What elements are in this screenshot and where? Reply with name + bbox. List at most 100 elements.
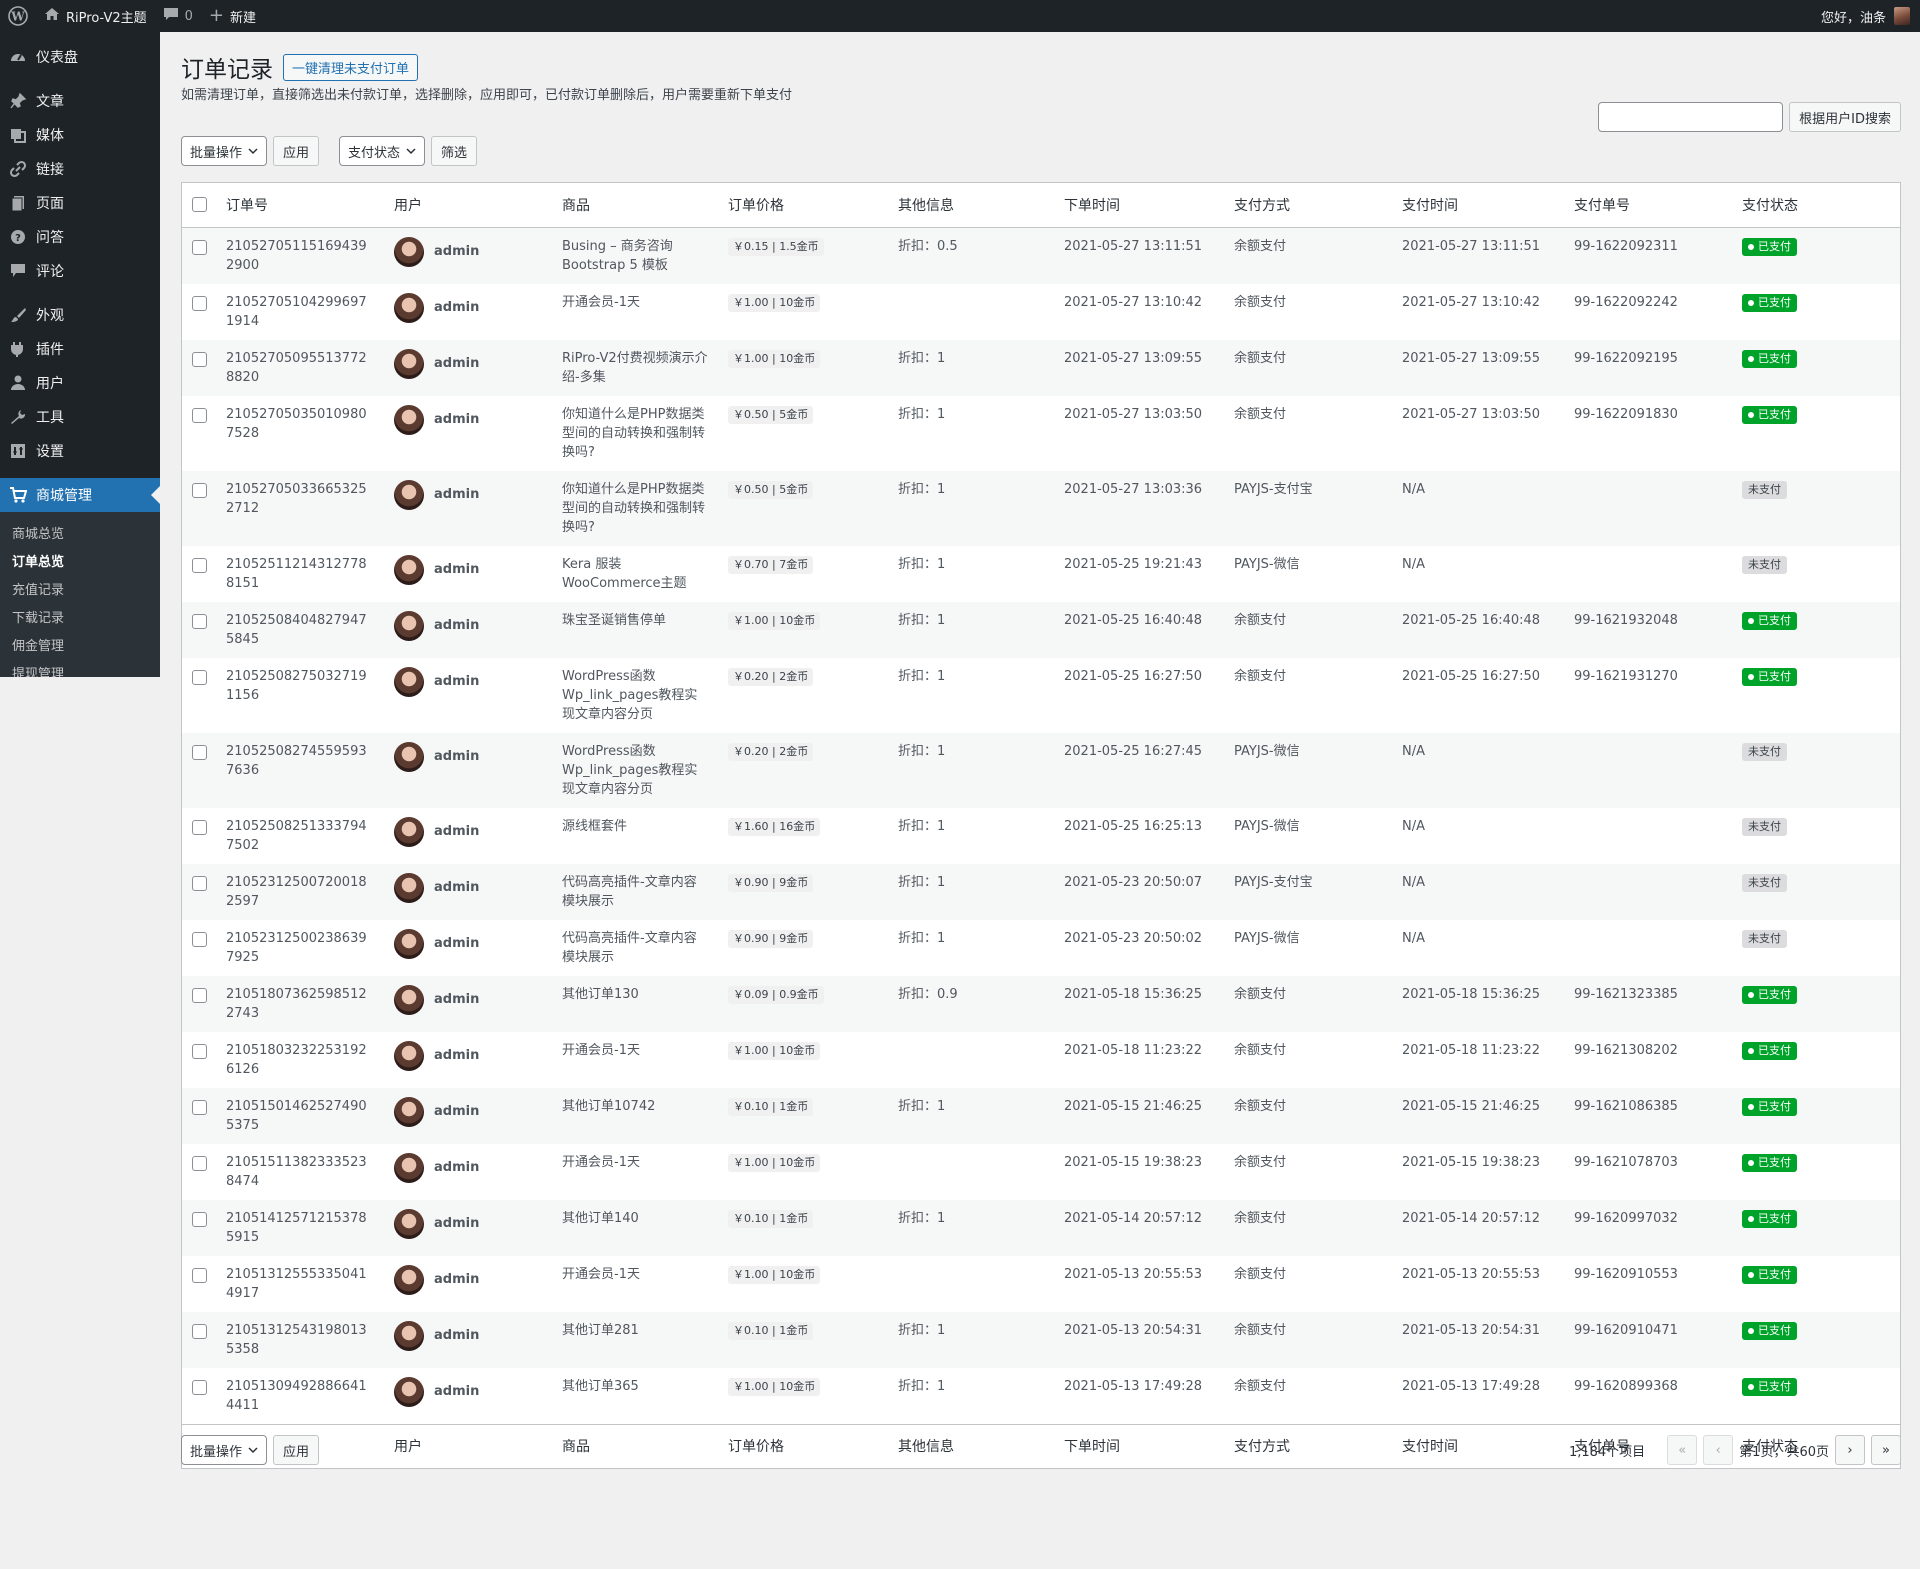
product-name[interactable]: 开通会员-1天 (562, 294, 640, 310)
user-name[interactable]: admin (434, 618, 480, 633)
product-name[interactable]: 代码高亮插件-文章内容模块展示 (562, 930, 697, 965)
menu-settings[interactable]: 设置 (0, 434, 160, 468)
column-footer[interactable]: 订单价格 (728, 1439, 784, 1456)
row-checkbox[interactable] (192, 1323, 207, 1339)
user-name[interactable]: admin (434, 300, 480, 315)
product-name[interactable]: RiPro-V2付费视频演示介绍-多集 (562, 350, 708, 385)
menu-appearance[interactable]: 外观 (0, 298, 160, 332)
user-name[interactable]: admin (434, 824, 480, 839)
user-name[interactable]: admin (434, 1160, 480, 1175)
column-header[interactable]: 支付单号 (1574, 197, 1630, 214)
menu-links[interactable]: 链接 (0, 152, 160, 186)
product-name[interactable]: 其他订单365 (562, 1378, 639, 1394)
apply-button[interactable]: 应用 (273, 1435, 320, 1465)
column-header[interactable]: 其他信息 (898, 197, 954, 214)
apply-button[interactable]: 应用 (273, 136, 320, 166)
user-name[interactable]: admin (434, 412, 480, 427)
user-name[interactable]: admin (434, 936, 480, 951)
product-name[interactable]: 你知道什么是PHP数据类型间的自动转换和强制转换吗? (562, 406, 706, 460)
column-footer[interactable]: 支付时间 (1402, 1439, 1458, 1456)
row-checkbox[interactable] (192, 875, 207, 891)
column-header[interactable]: 支付时间 (1402, 197, 1458, 214)
column-footer[interactable]: 支付方式 (1234, 1439, 1290, 1456)
product-name[interactable]: 代码高亮插件-文章内容模块展示 (562, 874, 697, 909)
menu-questions[interactable]: ? 问答 (0, 220, 160, 254)
row-checkbox[interactable] (192, 669, 207, 685)
submenu-downloads[interactable]: 下载记录 (12, 610, 65, 626)
user-id-search-input[interactable] (1598, 102, 1784, 132)
bulk-action-select[interactable]: 批量操作 (181, 1435, 268, 1465)
product-name[interactable]: 其他订单10742 (562, 1098, 656, 1114)
submenu-withdraw[interactable]: 提现管理 (12, 666, 65, 678)
menu-tools[interactable]: 工具 (0, 400, 160, 434)
row-checkbox[interactable] (192, 295, 207, 311)
column-footer[interactable]: 支付状态 (1742, 1439, 1798, 1456)
user-name[interactable]: admin (434, 992, 480, 1007)
product-name[interactable]: 珠宝圣诞销售停单 (562, 612, 667, 628)
menu-shop-management[interactable]: 商城管理 (0, 478, 160, 512)
product-name[interactable]: WordPress函数Wp_link_pages教程实现文章内容分页 (562, 743, 698, 797)
user-name[interactable]: admin (434, 674, 480, 689)
last-page-button[interactable]: » (1871, 1435, 1901, 1465)
user-name[interactable]: admin (434, 487, 480, 502)
search-by-user-id-button[interactable]: 根据用户ID搜索 (1789, 102, 1901, 132)
column-header[interactable]: 商品 (562, 197, 590, 214)
select-all-checkbox[interactable] (192, 197, 207, 213)
column-footer[interactable]: 用户 (394, 1439, 422, 1456)
column-header[interactable]: 下单时间 (1064, 197, 1120, 214)
user-name[interactable]: admin (434, 356, 480, 371)
product-name[interactable]: 其他订单140 (562, 1210, 639, 1226)
submenu-recharge[interactable]: 充值记录 (12, 582, 65, 598)
column-header[interactable]: 支付状态 (1742, 197, 1798, 214)
row-checkbox[interactable] (192, 482, 207, 498)
column-header[interactable]: 订单价格 (728, 197, 784, 214)
prev-page-button[interactable]: ‹ (1703, 1435, 1734, 1465)
user-name[interactable]: admin (434, 562, 480, 577)
row-checkbox[interactable] (192, 407, 207, 423)
product-name[interactable]: Kera 服装WooCommerce主题 (562, 556, 687, 591)
user-name[interactable]: admin (434, 880, 480, 895)
menu-posts[interactable]: 文章 (0, 84, 160, 118)
comments-link[interactable]: 0 (155, 0, 201, 32)
row-checkbox[interactable] (192, 239, 207, 255)
user-name[interactable]: admin (434, 1104, 480, 1119)
row-checkbox[interactable] (192, 1099, 207, 1115)
row-checkbox[interactable] (192, 1043, 207, 1059)
user-name[interactable]: admin (434, 1272, 480, 1287)
row-checkbox[interactable] (192, 1155, 207, 1171)
row-checkbox[interactable] (192, 1379, 207, 1395)
row-checkbox[interactable] (192, 557, 207, 573)
menu-comments[interactable]: 评论 (0, 254, 160, 288)
product-name[interactable]: 你知道什么是PHP数据类型间的自动转换和强制转换吗? (562, 481, 706, 535)
payment-status-select[interactable]: 支付状态 (339, 136, 426, 166)
row-checkbox[interactable] (192, 613, 207, 629)
user-name[interactable]: admin (434, 1048, 480, 1063)
filter-button[interactable]: 筛选 (431, 136, 478, 166)
site-name-link[interactable]: RiPro-V2主题 (36, 0, 155, 32)
column-footer[interactable]: 其他信息 (898, 1439, 954, 1456)
column-footer[interactable]: 下单时间 (1064, 1439, 1120, 1456)
row-checkbox[interactable] (192, 819, 207, 835)
my-account[interactable]: 您好，油条 (1821, 0, 1910, 32)
product-name[interactable]: Busing – 商务咨询 Bootstrap 5 模板 (562, 238, 673, 273)
next-page-button[interactable]: › (1835, 1435, 1865, 1465)
user-name[interactable]: admin (434, 244, 480, 259)
menu-users[interactable]: 用户 (0, 366, 160, 400)
column-header[interactable]: 支付方式 (1234, 197, 1290, 214)
menu-dashboard[interactable]: 仪表盘 (0, 40, 160, 74)
product-name[interactable]: 开通会员-1天 (562, 1042, 640, 1058)
row-checkbox[interactable] (192, 1267, 207, 1283)
row-checkbox[interactable] (192, 744, 207, 760)
submenu-shop-overview[interactable]: 商城总览 (12, 526, 65, 542)
menu-pages[interactable]: 页面 (0, 186, 160, 220)
submenu-orders[interactable]: 订单总览 (12, 554, 65, 570)
clear-unpaid-orders-button[interactable]: 一键清理未支付订单 (283, 53, 419, 81)
user-name[interactable]: admin (434, 749, 480, 764)
bulk-action-select[interactable]: 批量操作 (181, 136, 268, 166)
row-checkbox[interactable] (192, 931, 207, 947)
wordpress-logo-icon[interactable]: W (0, 0, 36, 32)
new-content-link[interactable]: + 新建 (201, 0, 264, 32)
product-name[interactable]: 其他订单281 (562, 1322, 639, 1338)
row-checkbox[interactable] (192, 1211, 207, 1227)
menu-plugins[interactable]: 插件 (0, 332, 160, 366)
